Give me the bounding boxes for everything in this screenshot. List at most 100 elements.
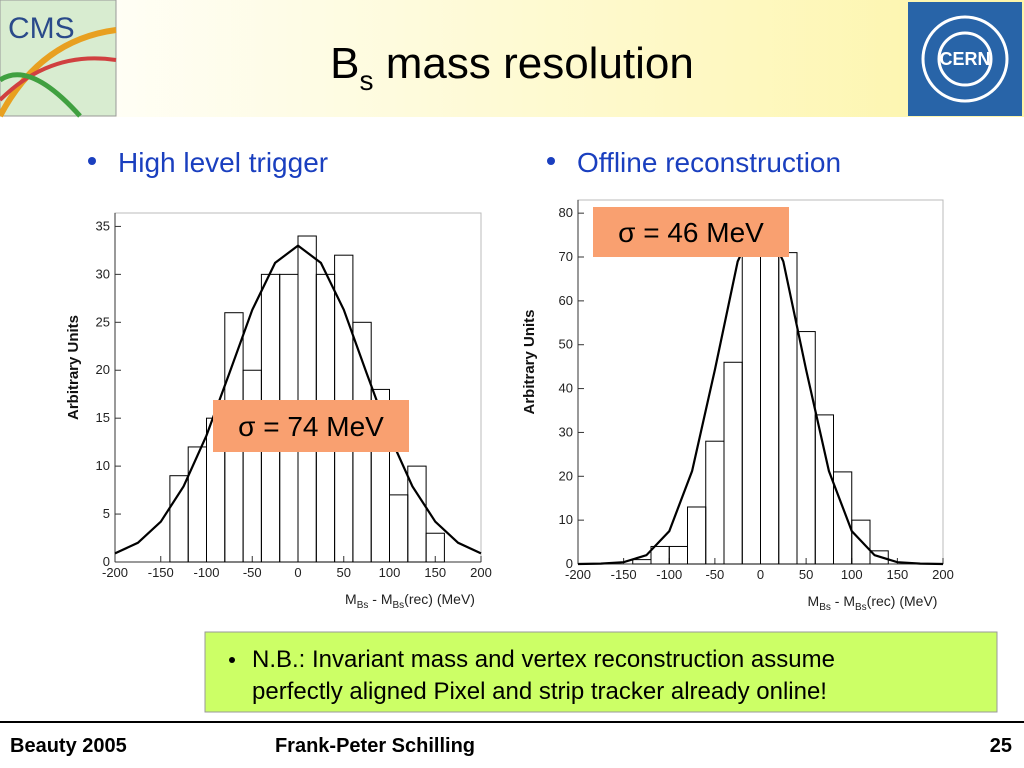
histogram-bar xyxy=(650,545,670,565)
y-tick-label: 30 xyxy=(559,424,573,439)
x-tick-label: 100 xyxy=(841,567,863,582)
histogram-bar xyxy=(760,212,780,565)
y-tick-label: 40 xyxy=(559,381,573,396)
y-tick-label: 20 xyxy=(559,468,573,483)
x-label-subscript: Bs xyxy=(855,602,867,613)
x-label-subscript: Bs xyxy=(819,602,831,613)
footer-left: Beauty 2005 xyxy=(10,735,127,757)
histogram-bar xyxy=(778,252,798,565)
x-label-part: - M xyxy=(831,593,855,609)
x-tick-label: 200 xyxy=(932,567,954,582)
y-tick-label: 60 xyxy=(559,293,573,308)
x-tick-label: 100 xyxy=(379,565,401,580)
histogram-bar xyxy=(723,361,743,565)
y-tick-label: 80 xyxy=(559,205,573,220)
footer-center: Frank-Peter Schilling xyxy=(275,735,475,757)
histogram-bar xyxy=(425,532,445,563)
histogram-bar xyxy=(187,446,207,563)
x-tick-label: -100 xyxy=(193,565,219,580)
histogram-bar xyxy=(851,519,871,565)
histogram-bar xyxy=(242,369,262,563)
fit-curve xyxy=(114,244,482,555)
x-axis-label: MBs - MBs(rec) (MeV) xyxy=(808,593,938,613)
x-tick-label: -150 xyxy=(611,567,637,582)
bullet-dot xyxy=(229,657,235,663)
histogram-bar xyxy=(407,465,427,563)
histogram-bar xyxy=(833,471,853,565)
x-label-part: M xyxy=(808,593,820,609)
bullet: Offline reconstruction xyxy=(577,147,841,178)
x-label-subscript: Bs xyxy=(357,600,369,611)
annotation: σ = 74 MeV xyxy=(238,411,384,442)
x-label-part: - M xyxy=(368,591,392,607)
cern-logo-text: CERN xyxy=(939,49,990,69)
y-tick-label: 70 xyxy=(559,249,573,264)
note-line: perfectly aligned Pixel and strip tracke… xyxy=(252,678,827,705)
note-box xyxy=(204,631,998,713)
y-tick-label: 10 xyxy=(96,458,110,473)
y-tick-label: 50 xyxy=(559,337,573,352)
y-tick-label: 10 xyxy=(559,512,573,527)
histogram-chart: 0 5 10 15 20 25 30 35 -200 -150 -100 -50 0 50 100 150 20… xyxy=(65,212,492,611)
y-tick-label: 35 xyxy=(96,218,110,233)
footer-page: 25 xyxy=(990,735,1012,757)
title-part: mass resolution xyxy=(374,39,694,88)
x-tick-label: -150 xyxy=(148,565,174,580)
x-tick-label: -200 xyxy=(102,565,128,580)
y-tick-label: 0 xyxy=(566,556,573,571)
x-tick-label: 150 xyxy=(424,565,446,580)
y-axis-label: Arbitrary Units xyxy=(65,315,82,420)
histogram-bar xyxy=(705,440,725,565)
x-label-part: (rec) (MeV) xyxy=(404,591,475,607)
x-tick-label: 0 xyxy=(757,567,764,582)
annotation: σ = 46 MeV xyxy=(618,217,764,248)
histogram-bar xyxy=(169,475,189,563)
x-tick-label: 0 xyxy=(294,565,301,580)
histogram-bar xyxy=(741,247,761,565)
slide-title: Bs mass resolution xyxy=(330,39,694,96)
x-tick-label: -50 xyxy=(243,565,262,580)
x-label-part: M xyxy=(345,591,357,607)
annotation-box xyxy=(593,207,789,257)
histogram-bar xyxy=(814,414,834,565)
note-line: N.B.: Invariant mass and vertex reconstr… xyxy=(252,646,835,673)
histogram-bar xyxy=(687,506,707,565)
x-tick-label: 150 xyxy=(887,567,909,582)
cms-logo: CMS xyxy=(0,0,117,118)
histogram-bar xyxy=(297,235,317,563)
cms-logo-text: CMS xyxy=(8,12,75,45)
histogram-chart: 0 10 20 30 40 50 60 70 80 -200 -150 -100 -50 0 50 100 15… xyxy=(521,199,954,613)
y-tick-label: 5 xyxy=(103,506,110,521)
x-tick-label: 50 xyxy=(337,565,351,580)
x-label-subscript: Bs xyxy=(393,600,405,611)
y-axis-label: Arbitrary Units xyxy=(521,309,538,414)
histogram-bar xyxy=(389,494,409,563)
title-subscript: s xyxy=(360,65,374,96)
x-tick-label: 200 xyxy=(470,565,492,580)
x-tick-label: 50 xyxy=(799,567,813,582)
header-band xyxy=(0,0,1024,117)
histogram-bar xyxy=(869,550,889,565)
bullet: High level trigger xyxy=(118,147,328,178)
histogram-bar xyxy=(370,388,391,563)
y-tick-label: 15 xyxy=(96,410,110,425)
x-label-part: (rec) (MeV) xyxy=(867,593,938,609)
y-tick-label: 25 xyxy=(96,314,110,329)
annotation-box xyxy=(213,400,409,452)
x-tick-label: -200 xyxy=(565,567,591,582)
title-part: B xyxy=(330,39,359,88)
y-tick-label: 0 xyxy=(103,554,110,569)
cern-logo: CERN xyxy=(908,2,1022,116)
x-axis-label: MBs - MBs(rec) (MeV) xyxy=(345,591,475,611)
y-tick-label: 30 xyxy=(96,266,110,281)
histogram-bar xyxy=(632,559,652,565)
bullet-dot xyxy=(547,157,555,165)
bullet-dot xyxy=(88,157,96,165)
x-tick-label: -100 xyxy=(656,567,682,582)
histogram-bar xyxy=(668,545,688,565)
y-tick-label: 20 xyxy=(96,362,110,377)
x-tick-label: -50 xyxy=(705,567,724,582)
